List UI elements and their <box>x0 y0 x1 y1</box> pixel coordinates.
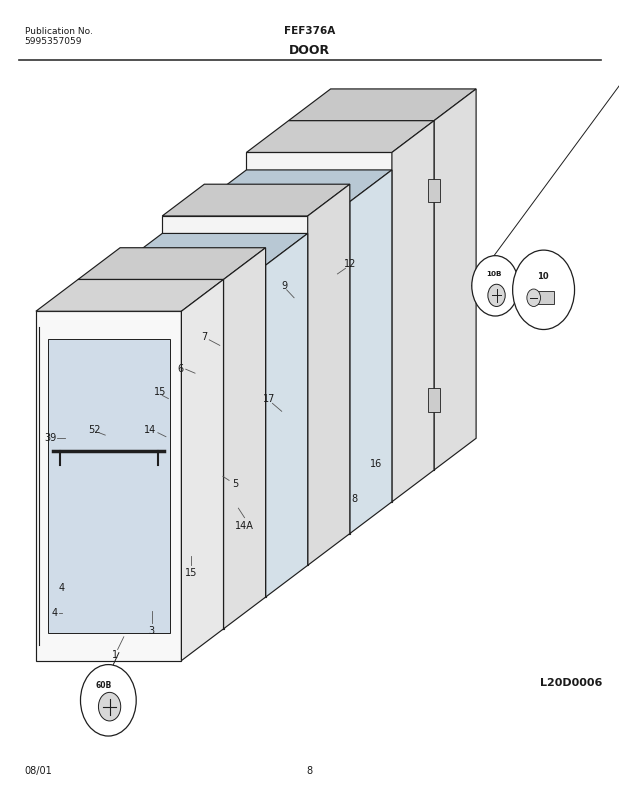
Text: 16: 16 <box>370 460 383 469</box>
Text: 14: 14 <box>144 426 156 435</box>
Text: 9: 9 <box>281 281 288 291</box>
Polygon shape <box>428 388 440 412</box>
Polygon shape <box>78 279 223 629</box>
Polygon shape <box>182 279 223 661</box>
Circle shape <box>81 665 136 736</box>
Polygon shape <box>258 187 380 474</box>
Text: 5: 5 <box>232 480 239 489</box>
Polygon shape <box>288 89 476 121</box>
Polygon shape <box>288 121 434 470</box>
Text: DOOR: DOOR <box>289 44 330 57</box>
Polygon shape <box>428 179 440 202</box>
Circle shape <box>513 250 575 330</box>
Text: 5995357059: 5995357059 <box>25 37 82 47</box>
Polygon shape <box>350 170 392 534</box>
Text: 15: 15 <box>185 569 197 578</box>
Text: 15: 15 <box>154 387 166 397</box>
Polygon shape <box>534 291 554 304</box>
Polygon shape <box>120 265 265 597</box>
Polygon shape <box>48 339 170 633</box>
Circle shape <box>99 692 121 721</box>
Text: 8: 8 <box>351 494 357 503</box>
Polygon shape <box>78 248 265 279</box>
Text: 17: 17 <box>263 394 275 403</box>
Circle shape <box>472 256 519 316</box>
Polygon shape <box>392 121 434 502</box>
Text: 10B: 10B <box>486 272 502 277</box>
Circle shape <box>527 289 541 306</box>
Polygon shape <box>205 202 350 534</box>
Polygon shape <box>120 233 308 265</box>
Polygon shape <box>36 311 182 661</box>
Text: 4: 4 <box>51 608 58 618</box>
Polygon shape <box>434 89 476 470</box>
Text: eReplacementParts.com: eReplacementParts.com <box>237 410 382 424</box>
Circle shape <box>488 284 505 306</box>
Polygon shape <box>162 216 308 565</box>
Text: 39: 39 <box>45 434 57 443</box>
Text: 6: 6 <box>178 364 184 374</box>
Text: 14A: 14A <box>235 521 254 530</box>
Text: FEF376A: FEF376A <box>284 26 335 37</box>
Polygon shape <box>162 184 350 216</box>
Text: 52: 52 <box>88 426 100 435</box>
Text: 12: 12 <box>343 259 356 268</box>
Text: 4: 4 <box>59 583 65 592</box>
Polygon shape <box>223 248 265 629</box>
Polygon shape <box>205 170 392 202</box>
Polygon shape <box>246 121 434 152</box>
Polygon shape <box>265 233 308 597</box>
Text: 3: 3 <box>149 626 155 636</box>
Text: 60B: 60B <box>95 680 112 690</box>
Text: Publication No.: Publication No. <box>25 27 92 37</box>
Text: 1: 1 <box>112 650 118 660</box>
Text: 10: 10 <box>536 272 548 281</box>
Text: 8: 8 <box>306 766 312 777</box>
Polygon shape <box>95 384 206 559</box>
Text: 08/01: 08/01 <box>25 766 53 777</box>
Polygon shape <box>308 184 350 565</box>
Text: L20D0006: L20D0006 <box>540 678 602 688</box>
Polygon shape <box>36 279 223 311</box>
Text: 7: 7 <box>201 333 208 342</box>
Polygon shape <box>246 152 392 502</box>
